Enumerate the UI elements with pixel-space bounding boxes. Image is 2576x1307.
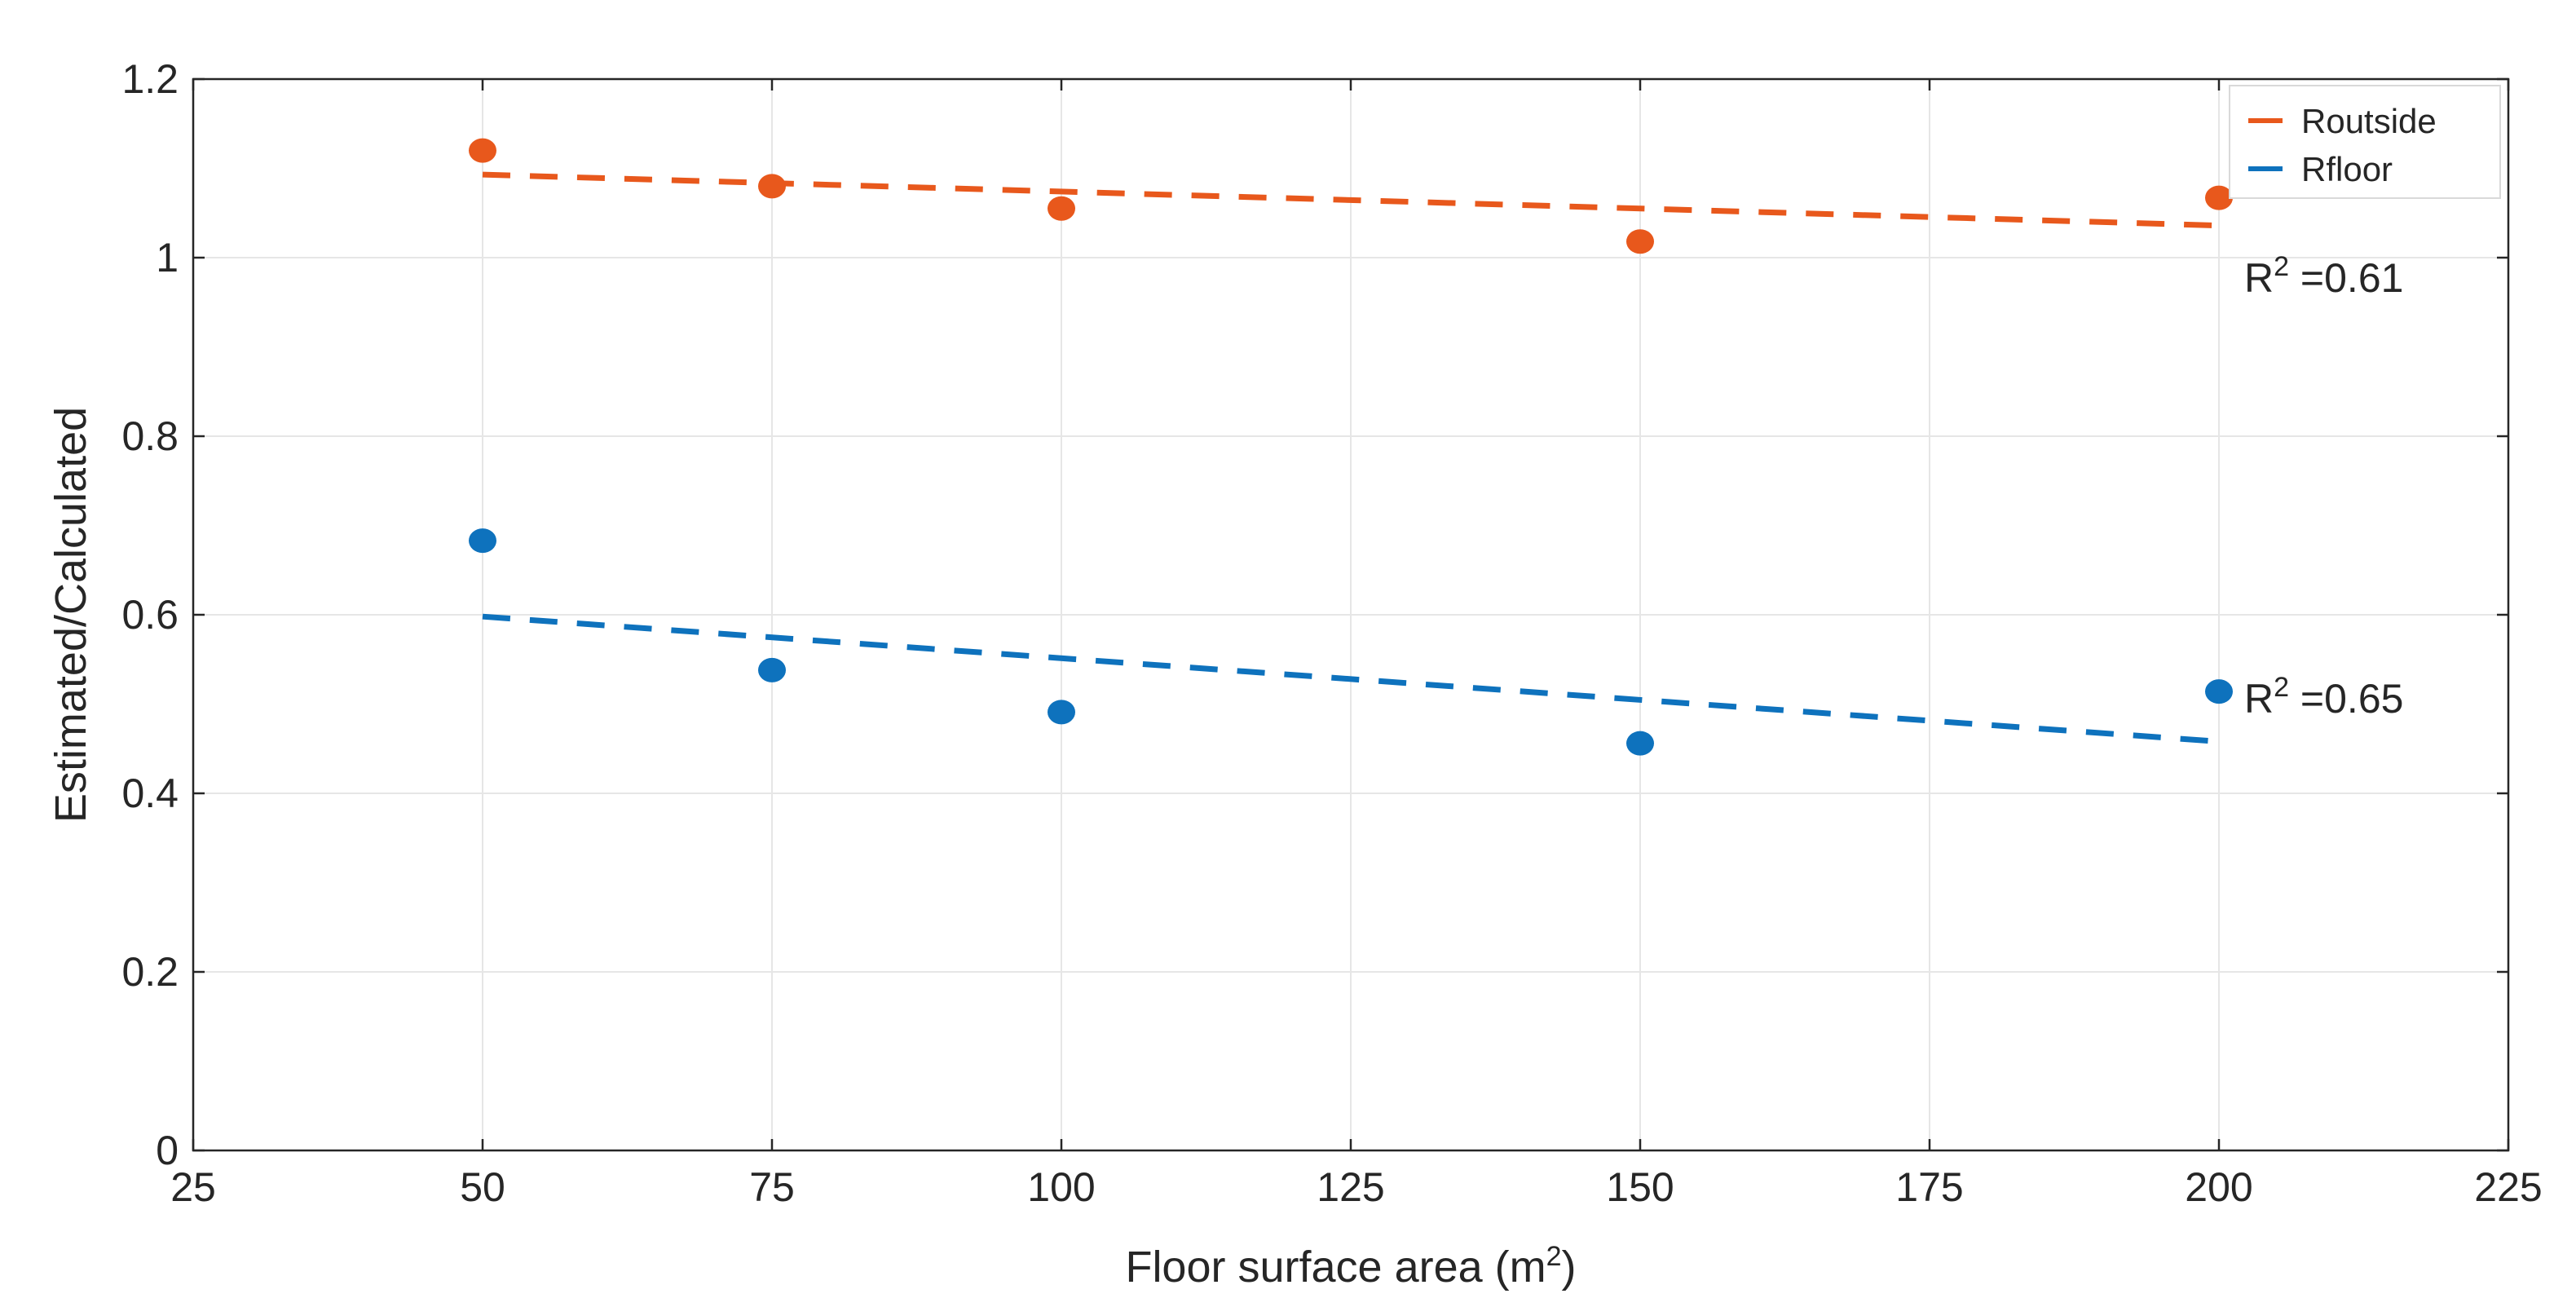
y-tick-label: 0	[156, 1128, 179, 1173]
data-point-rfloor	[2205, 679, 2233, 704]
data-point-routside	[1048, 196, 1075, 221]
y-tick-label: 0.6	[121, 592, 179, 638]
x-tick-label: 50	[460, 1164, 505, 1210]
y-tick-label: 0.2	[121, 949, 179, 995]
y-tick-label: 1.2	[121, 56, 179, 102]
legend-label-routside: Routside	[2301, 102, 2437, 140]
x-tick-label: 100	[1027, 1164, 1095, 1210]
y-axis-ticks: 0 0.2 0.4 0.6 0.8 1 1.2	[121, 56, 2508, 1173]
data-point-rfloor	[469, 528, 496, 554]
x-tick-label: 125	[1317, 1164, 1384, 1210]
x-axis-title: Floor surface area (m2)	[1125, 1241, 1576, 1292]
grid	[193, 79, 2508, 1150]
x-tick-label: 225	[2474, 1164, 2542, 1210]
r2-annotation-rfloor: R2 =0.65	[2244, 672, 2403, 722]
data-point-routside	[758, 174, 786, 199]
legend-box	[2229, 85, 2501, 199]
legend: Routside Rfloor	[2229, 85, 2501, 199]
x-axis-ticks: 25 50 75 100 125 150 175 200 225	[170, 79, 2543, 1210]
x-tick-label: 75	[749, 1164, 795, 1210]
y-axis-title: Estimated/Calculated	[46, 407, 95, 823]
x-tick-label: 200	[2185, 1164, 2252, 1210]
data-points	[469, 138, 2233, 756]
data-point-routside	[469, 138, 496, 163]
data-point-routside	[1626, 229, 1654, 254]
trendline-rfloor	[482, 613, 2220, 744]
x-tick-label: 175	[1895, 1164, 1963, 1210]
legend-label-rfloor: Rfloor	[2301, 150, 2393, 188]
data-point-rfloor	[758, 657, 786, 682]
r2-annotation-routside: R2 =0.61	[2244, 251, 2403, 301]
data-point-routside	[2205, 185, 2233, 210]
x-tick-label: 150	[1606, 1164, 1674, 1210]
data-point-rfloor	[1048, 700, 1075, 725]
y-tick-label: 0.8	[121, 413, 179, 459]
y-tick-label: 0.4	[121, 771, 179, 816]
y-tick-label: 1	[156, 235, 179, 280]
data-point-rfloor	[1626, 731, 1654, 756]
x-tick-label: 25	[170, 1164, 216, 1210]
